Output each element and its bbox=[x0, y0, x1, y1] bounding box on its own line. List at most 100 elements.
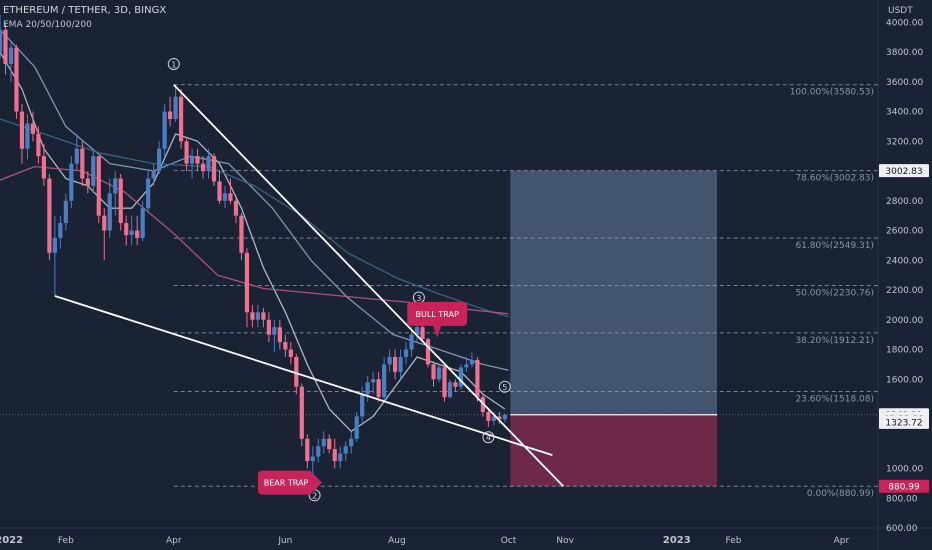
candle-body bbox=[80, 148, 85, 179]
price-axis-tick-label: 1000.00 bbox=[886, 465, 923, 475]
candle-body bbox=[124, 223, 129, 235]
bear-trap-callout bbox=[258, 470, 323, 495]
fib-level-label: 100.00%(3580.53) bbox=[790, 88, 874, 98]
candle-body bbox=[96, 156, 101, 216]
candle-body bbox=[19, 111, 25, 149]
candle-body bbox=[91, 156, 96, 186]
candle-body bbox=[222, 193, 228, 201]
fib-level-label: 0.00%(880.99) bbox=[807, 489, 874, 499]
candle-body bbox=[30, 123, 36, 134]
candle-body bbox=[47, 178, 52, 253]
candle-body bbox=[195, 156, 200, 164]
candle-body bbox=[486, 411, 491, 421]
candle-body bbox=[85, 178, 90, 186]
candle-body bbox=[491, 416, 496, 421]
candle-body bbox=[414, 327, 420, 335]
candle-body bbox=[250, 312, 255, 320]
candle-body bbox=[140, 208, 145, 238]
candle-body bbox=[266, 319, 271, 335]
candle-body bbox=[206, 156, 211, 172]
price-axis-tick-label: 2400.00 bbox=[886, 256, 923, 266]
time-axis-tick-label: Apr bbox=[834, 536, 850, 546]
candle-body bbox=[469, 359, 475, 365]
candle-body bbox=[305, 438, 310, 462]
candle-body bbox=[118, 178, 123, 224]
price-axis-tick-label: 4000.00 bbox=[886, 18, 923, 28]
ema-line-ema20 bbox=[0, 51, 506, 432]
target-zone bbox=[510, 170, 718, 415]
candle-body bbox=[436, 367, 442, 380]
candle-body bbox=[52, 237, 57, 253]
candle-body bbox=[162, 111, 167, 149]
wave-marker-label: 4 bbox=[486, 434, 491, 443]
time-axis-tick-label: Feb bbox=[726, 536, 742, 546]
candle-body bbox=[36, 133, 41, 157]
candle-body bbox=[233, 200, 239, 216]
candle-body bbox=[387, 356, 392, 365]
candle-body bbox=[244, 252, 250, 313]
wave-marker-circle bbox=[167, 57, 180, 70]
wave-marker-circle bbox=[482, 431, 495, 444]
candle-body bbox=[338, 453, 343, 462]
candle-body bbox=[189, 156, 195, 164]
candle-body bbox=[431, 364, 436, 380]
price-axis-tick-label: 2800.00 bbox=[886, 197, 923, 207]
price-axis-tick-label: 800.00 bbox=[886, 494, 918, 504]
candle-body bbox=[453, 382, 458, 387]
candle-body bbox=[25, 123, 30, 149]
candle-body bbox=[502, 414, 507, 420]
candle-body bbox=[261, 312, 266, 320]
candle-body bbox=[113, 178, 118, 194]
candle-body bbox=[217, 181, 222, 201]
price-axis-tick-label: 600.00 bbox=[886, 524, 918, 534]
time-axis-tick-label: Aug bbox=[388, 536, 406, 546]
candle-body bbox=[272, 327, 277, 335]
symbol-title: ETHEREUM / TETHER, 3D, BINGX bbox=[3, 5, 167, 16]
candle-body bbox=[63, 200, 68, 224]
candle-body bbox=[283, 342, 288, 350]
indicator-legend: EMA 20/50/100/200 bbox=[3, 20, 92, 30]
candle-body bbox=[316, 446, 321, 457]
time-axis-tick-label: 2022 bbox=[0, 535, 23, 546]
price-tag-label: 880.99 bbox=[888, 483, 920, 493]
candle-body bbox=[321, 438, 326, 447]
price-axis-tick-label: 2200.00 bbox=[886, 286, 923, 296]
price-axis-tick-label: 3600.00 bbox=[886, 78, 923, 88]
candle-body bbox=[200, 163, 206, 172]
candle-body bbox=[442, 367, 447, 398]
time-axis-tick-label: Oct bbox=[501, 536, 517, 546]
wave-marker-label: 5 bbox=[502, 383, 507, 392]
fib-level-label: 78.60%(3002.83) bbox=[795, 174, 874, 184]
time-axis-tick-label: Feb bbox=[58, 536, 74, 546]
candle-body bbox=[354, 416, 359, 439]
fib-level-label: 61.80%(2549.31) bbox=[795, 241, 874, 251]
chart-legend: ETHEREUM / TETHER, 3D, BINGX EMA 20/50/1… bbox=[3, 4, 166, 32]
price-axis-unit: USDT bbox=[888, 6, 913, 16]
price-axis-tick-label: 2600.00 bbox=[886, 227, 923, 237]
candle-body bbox=[168, 111, 173, 119]
candle-body bbox=[332, 449, 337, 462]
candle-body bbox=[228, 193, 233, 201]
candle-body bbox=[458, 367, 464, 387]
wave-marker-label: 2 bbox=[312, 492, 317, 501]
candle-body bbox=[403, 349, 409, 357]
candle-body bbox=[157, 148, 162, 172]
price-axis-tick-label: 1800.00 bbox=[886, 346, 923, 356]
candle-body bbox=[74, 148, 79, 164]
wave-marker-label: 3 bbox=[416, 294, 421, 303]
price-axis-tick-label: 3800.00 bbox=[886, 48, 923, 58]
time-axis-tick-label: 2023 bbox=[663, 535, 691, 546]
wave-marker-circle bbox=[498, 380, 511, 393]
candle-body bbox=[365, 382, 370, 395]
bear-trap-label: BEAR TRAP bbox=[264, 479, 309, 488]
candle-body bbox=[255, 312, 261, 320]
candle-body bbox=[239, 215, 244, 253]
candle-body bbox=[129, 230, 134, 235]
price-tag-box bbox=[879, 164, 929, 178]
price-tag-label: 3002.83 bbox=[885, 167, 922, 177]
price-tag-box bbox=[879, 415, 929, 429]
price-axis-tick-label: 2000.00 bbox=[886, 316, 923, 326]
